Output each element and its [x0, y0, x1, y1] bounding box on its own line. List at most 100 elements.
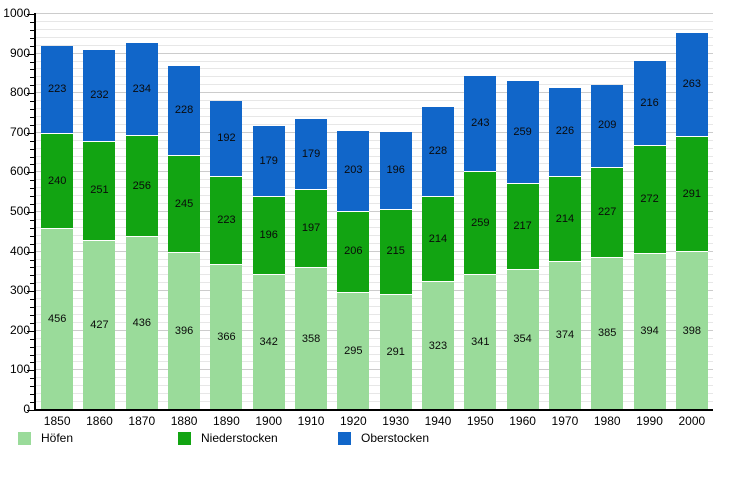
gridline-minor: [36, 274, 713, 276]
y-tick-minor: [30, 346, 34, 348]
segment-value-label: 214: [428, 232, 448, 245]
gridline-minor: [36, 195, 713, 197]
gridline-minor: [36, 377, 713, 379]
bar-2000: 398 291 263: [675, 14, 708, 410]
gridline-minor: [36, 68, 713, 70]
y-tick-minor: [30, 124, 34, 126]
segment-h-fen: 341: [464, 274, 497, 410]
y-tick-minor: [30, 386, 34, 388]
legend-item-h-fen: Höfen: [18, 431, 73, 445]
segment-oberstocken: 243: [464, 76, 497, 173]
segment-niederstocken: 259: [464, 172, 497, 275]
gridline-minor: [36, 123, 713, 125]
segment-h-fen: 323: [421, 282, 454, 410]
gridline-major: [36, 92, 713, 94]
segment-value-label: 206: [344, 245, 363, 258]
segment-value-label: 196: [386, 163, 405, 176]
bar-1930: 291 215 196: [379, 14, 412, 410]
gridline-minor: [36, 155, 713, 157]
x-tick-label: 1950: [466, 414, 494, 428]
segment-value-label: 396: [174, 325, 194, 338]
segment-h-fen: 394: [633, 253, 666, 410]
gridline-minor: [36, 321, 713, 323]
y-tick-major: [27, 93, 34, 95]
segment-value-label: 374: [555, 329, 575, 342]
segment-value-label: 456: [47, 313, 67, 326]
segment-value-label: 263: [682, 78, 702, 91]
segment-value-label: 209: [598, 119, 617, 132]
segment-value-label: 323: [428, 339, 448, 352]
segment-value-label: 227: [598, 205, 617, 218]
y-tick-minor: [30, 314, 34, 316]
y-tick-major: [27, 251, 34, 253]
y-tick-minor: [30, 235, 34, 237]
x-tick-label: 1910: [297, 414, 325, 428]
segment-niederstocken: 197: [295, 190, 328, 269]
y-tick-label: 100: [9, 362, 30, 377]
y-tick-minor: [30, 259, 34, 261]
gridline-minor: [36, 345, 713, 347]
segment-value-label: 243: [471, 117, 490, 130]
segment-value-label: 179: [301, 147, 321, 160]
segment-oberstocken: 223: [41, 46, 74, 135]
gridline-minor: [36, 234, 713, 236]
segment-niederstocken: 215: [379, 209, 412, 295]
y-tick-major: [27, 132, 34, 134]
y-tick-minor: [30, 402, 34, 404]
legend-label: Höfen: [41, 431, 74, 445]
segment-value-label: 197: [301, 222, 321, 235]
y-tick-minor: [30, 164, 34, 166]
gridline-minor: [36, 266, 713, 268]
y-tick-minor: [30, 37, 34, 39]
gridline-minor: [36, 282, 713, 284]
y-tick-label: 900: [9, 45, 30, 60]
segment-oberstocken: 179: [252, 126, 285, 197]
segment-oberstocken: 263: [675, 33, 708, 138]
y-tick-minor: [30, 204, 34, 206]
segment-niederstocken: 196: [252, 196, 285, 275]
legend-label: Niederstocken: [201, 431, 278, 445]
segment-niederstocken: 240: [41, 134, 74, 230]
y-tick-minor: [30, 69, 34, 71]
x-tick-label: 1920: [339, 414, 367, 428]
gridline-minor: [36, 242, 713, 244]
segment-oberstocken: 228: [168, 65, 201, 157]
legend-swatch: [18, 431, 31, 445]
segment-value-label: 436: [132, 317, 151, 330]
y-tick-minor: [30, 116, 34, 118]
segment-value-label: 398: [682, 324, 702, 337]
gridline-minor: [36, 393, 713, 395]
segment-value-label: 228: [174, 104, 194, 117]
segment-value-label: 341: [471, 335, 490, 348]
segment-h-fen: 374: [548, 261, 581, 410]
y-tick-minor: [30, 307, 34, 309]
y-tick-minor: [30, 156, 34, 158]
y-tick-major: [27, 370, 34, 372]
segment-value-label: 214: [555, 212, 575, 225]
gridline-minor: [36, 179, 713, 181]
segment-value-label: 295: [344, 345, 363, 358]
bar-1890: 366 223 192: [210, 14, 243, 410]
gridline-minor: [36, 36, 713, 38]
bar-1900: 342 196 179: [252, 14, 285, 410]
segment-niederstocken: 272: [633, 146, 666, 254]
x-tick-label: 1880: [170, 414, 198, 428]
legend: Höfen Niederstocken Oberstocken: [0, 431, 745, 447]
segment-niederstocken: 245: [168, 156, 201, 254]
x-tick-label: 1970: [551, 414, 579, 428]
gridline-major: [36, 211, 713, 212]
segment-value-label: 427: [90, 318, 109, 331]
segment-h-fen: 358: [295, 268, 328, 410]
y-tick-minor: [30, 283, 34, 285]
segment-oberstocken: 228: [421, 107, 454, 198]
y-axis-line: [34, 13, 36, 411]
bar-1980: 385 227 209: [591, 14, 624, 410]
segment-value-label: 192: [217, 131, 236, 144]
segment-oberstocken: 216: [633, 60, 666, 147]
bar-1880: 396 245 228: [168, 14, 201, 410]
segment-value-label: 394: [640, 325, 659, 338]
y-tick-major: [27, 172, 34, 174]
legend-swatch: [178, 431, 191, 445]
segment-niederstocken: 217: [506, 183, 539, 270]
